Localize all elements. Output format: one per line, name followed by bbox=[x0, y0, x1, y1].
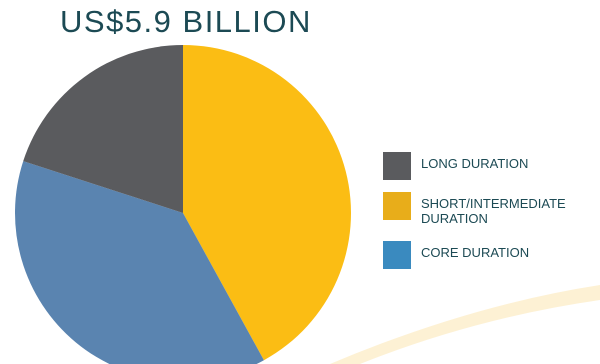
legend-label-core-duration: CORE DURATION bbox=[421, 245, 530, 260]
legend-swatch-core-duration bbox=[383, 241, 411, 269]
legend-swatch-short-intermediate-duration bbox=[383, 192, 411, 220]
legend-label-short-intermediate-duration: SHORT/INTERMEDIATE DURATION bbox=[421, 196, 566, 226]
pie-slice-short-intermediate-duration bbox=[183, 44, 352, 361]
chart-title: US$5.9 BILLION bbox=[60, 4, 312, 39]
decorative-swoosh bbox=[330, 285, 600, 364]
pie-slice-core-duration bbox=[14, 161, 264, 364]
pie-slice-long-duration bbox=[23, 44, 184, 213]
legend-label-long-duration: LONG DURATION bbox=[421, 156, 529, 171]
pie-slices bbox=[14, 44, 352, 364]
legend-swatch-long-duration bbox=[383, 152, 411, 180]
